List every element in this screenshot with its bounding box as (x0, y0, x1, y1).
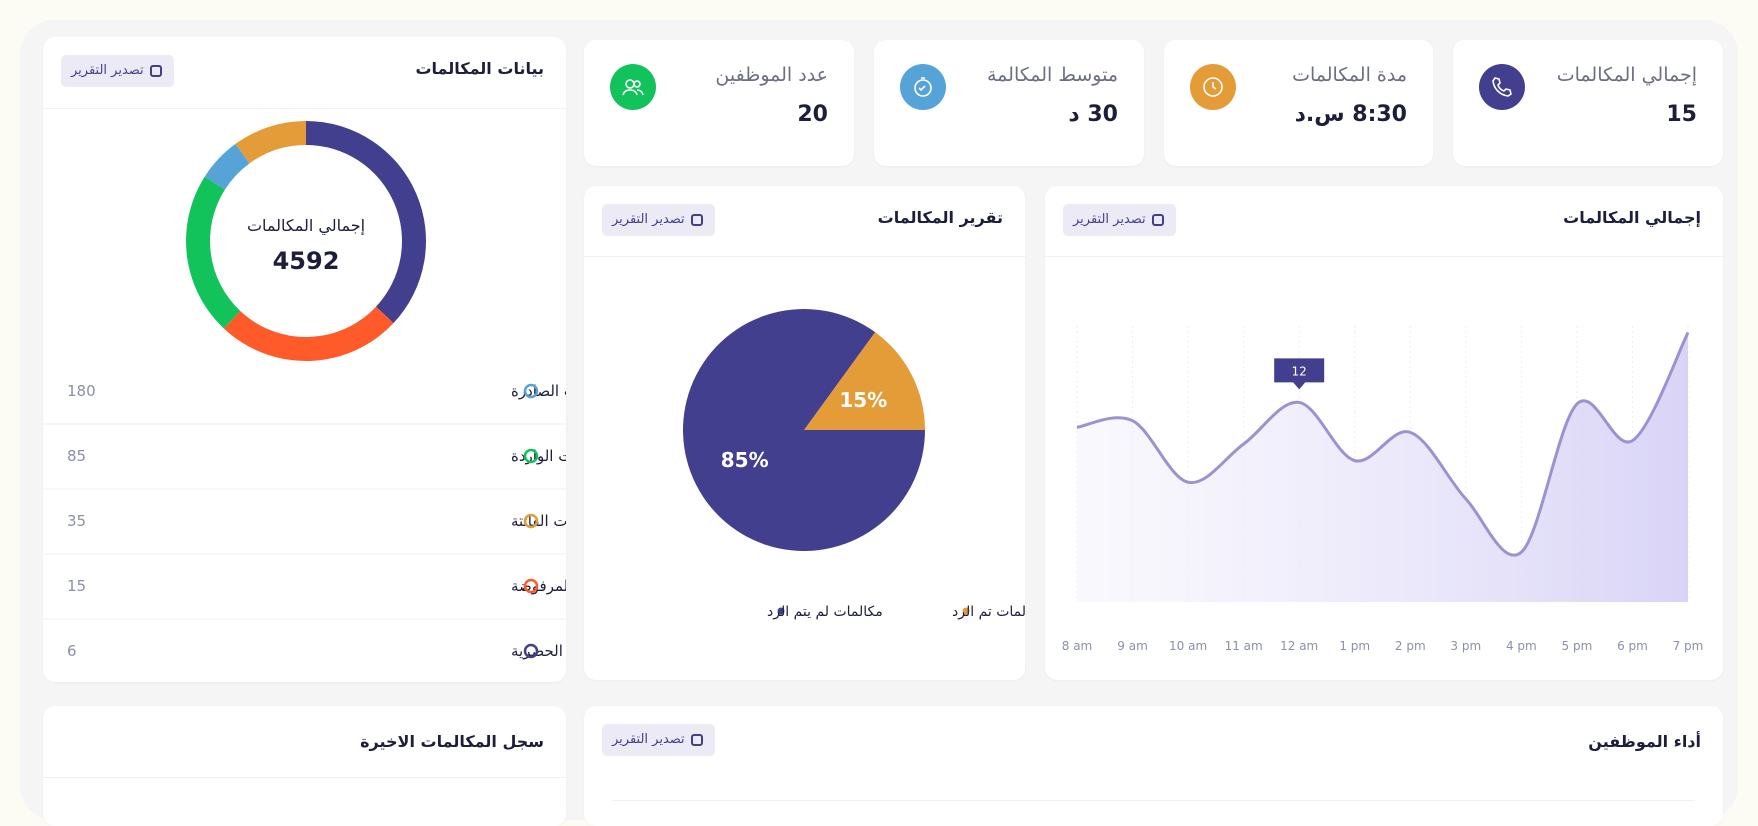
line-series (1076, 331, 1690, 557)
legend-label: مكالمات تم الرد (952, 604, 1025, 620)
x-tick-label: 11 am (1225, 639, 1263, 653)
x-tick-label: 10 am (1169, 639, 1207, 653)
donut-center-label: إجمالي المكالمات (247, 216, 365, 236)
x-tick-label: 2 pm (1395, 639, 1426, 653)
timer-icon (900, 64, 946, 110)
row-icon (523, 578, 539, 594)
tooltip-label: 12 (1292, 364, 1307, 378)
x-tick-label: 6 pm (1617, 639, 1648, 653)
line-chart: 8 am 9 am 10 am 11 am 12 am 1 pm 2 pm 3 pm 4 pm 5… (1062, 326, 1704, 653)
legend-dot (962, 607, 970, 615)
donut-center-value: 4592 (273, 247, 340, 275)
export-label[interactable]: تصدير التقرير (612, 212, 685, 227)
donut-segment (204, 143, 250, 190)
stat-card: عدد الموظفين 20 (584, 40, 854, 166)
card-title: سجل المكالمات الاخيرة (360, 732, 544, 751)
donut-segment (223, 306, 394, 361)
line-card: إجمالي المكالمات تصدير التقرير 8 am 9 am 1… (1045, 186, 1723, 680)
stat-value: 15 (1666, 102, 1697, 127)
x-tick-label: 1 pm (1339, 639, 1370, 653)
body: { "stats": [ {"label": "إجمالي المكالمات… (43, 37, 1723, 826)
pie-label: 85% (721, 448, 769, 472)
calls-chart: إجمالي المكالمات 4592 المكالمات الصادرة 180… (43, 121, 566, 660)
card-title: أداء الموظفين (1588, 732, 1701, 751)
row-value: 6 (67, 642, 77, 660)
export-label[interactable]: تصدير التقرير (71, 63, 144, 78)
export-button[interactable]: تصدير التقرير (602, 204, 715, 236)
export-button[interactable]: تصدير التقرير (61, 55, 174, 87)
donut-segment (306, 121, 426, 324)
divider (584, 256, 1025, 257)
divider (43, 777, 566, 778)
card-title: تقرير المكالمات (877, 208, 1003, 227)
export-label[interactable]: تصدير التقرير (612, 732, 685, 747)
row-label: المكالمات الحصرية (511, 642, 566, 660)
donut-segment (186, 176, 241, 329)
pie-slice (683, 309, 925, 551)
phone-icon (1479, 64, 1525, 110)
stat-label: متوسط المكالمة (986, 64, 1118, 86)
stat-card: متوسط المكالمة 30 د (874, 40, 1144, 166)
stat-value: 20 (797, 102, 828, 127)
x-tick-label: 12 am (1280, 639, 1318, 653)
row-icon (523, 448, 539, 464)
export-button[interactable]: تصدير التقرير (1063, 204, 1176, 236)
performance-card: أداء الموظفين تصدير التقرير (584, 706, 1723, 826)
x-tick-label: 7 pm (1673, 639, 1704, 653)
divider (43, 108, 566, 109)
legend-label: مكالمات لم يتم الرد (767, 604, 883, 620)
row-icon (523, 643, 539, 659)
divider (1045, 256, 1723, 257)
stat-value: 8:30 س.د (1294, 102, 1407, 127)
x-tick-label: 9 am (1117, 639, 1148, 653)
row-label: المكالمات الفائتة (511, 512, 566, 530)
stat-label: إجمالي المكالمات (1556, 64, 1697, 86)
page: html, body { margin: 0; padding: 0; widt… (43, 37, 1723, 826)
row-label: المكالمات المرفوضة (511, 577, 566, 595)
row-label: المكالمات الواردة (511, 447, 566, 465)
recent-calls-card: سجل المكالمات الاخيرة (43, 706, 566, 826)
calls-card: بيانات المكالمات تصدير التقرير إجمالي ال… (43, 37, 566, 682)
x-tick-label: 3 pm (1450, 639, 1481, 653)
row-label: المكالمات الصادرة (511, 382, 566, 400)
users-icon (610, 64, 656, 110)
export-label[interactable]: تصدير التقرير (1073, 212, 1146, 227)
card-title: إجمالي المكالمات (1563, 208, 1701, 227)
tooltip-box (1274, 358, 1325, 390)
stat-card: مدة المكالمات 8:30 س.د (1164, 40, 1433, 166)
row-value: 35 (67, 512, 86, 530)
clock-icon (1190, 64, 1236, 110)
stat-label: عدد الموظفين (715, 64, 828, 86)
stat-value: 30 د (1068, 102, 1118, 127)
pie-slice (804, 332, 925, 430)
x-tick-label: 4 pm (1506, 639, 1537, 653)
pie-card: تقرير المكالمات تصدير التقرير 15% 85% مكال… (584, 186, 1025, 680)
legend-dot (777, 607, 785, 615)
export-button[interactable]: تصدير التقرير (602, 724, 715, 756)
pie-label: 15% (839, 388, 887, 412)
row-icon (523, 383, 539, 399)
donut-segment (235, 121, 306, 164)
row-value: 180 (67, 382, 96, 400)
row-icon (523, 513, 539, 529)
x-tick-label: 8 am (1062, 639, 1093, 653)
divider (612, 800, 1695, 801)
card-title: بيانات المكالمات (415, 59, 544, 78)
line-area (1077, 332, 1688, 602)
x-tick-label: 5 pm (1562, 639, 1593, 653)
stat-card: إجمالي المكالمات 15 (1453, 40, 1723, 166)
row-value: 85 (67, 447, 86, 465)
pie-chart: 15% 85% مكالمات تم الرد مكالمات لم يتم الرد (683, 309, 1025, 620)
stat-label: مدة المكالمات (1292, 64, 1407, 86)
row-value: 15 (67, 577, 86, 595)
